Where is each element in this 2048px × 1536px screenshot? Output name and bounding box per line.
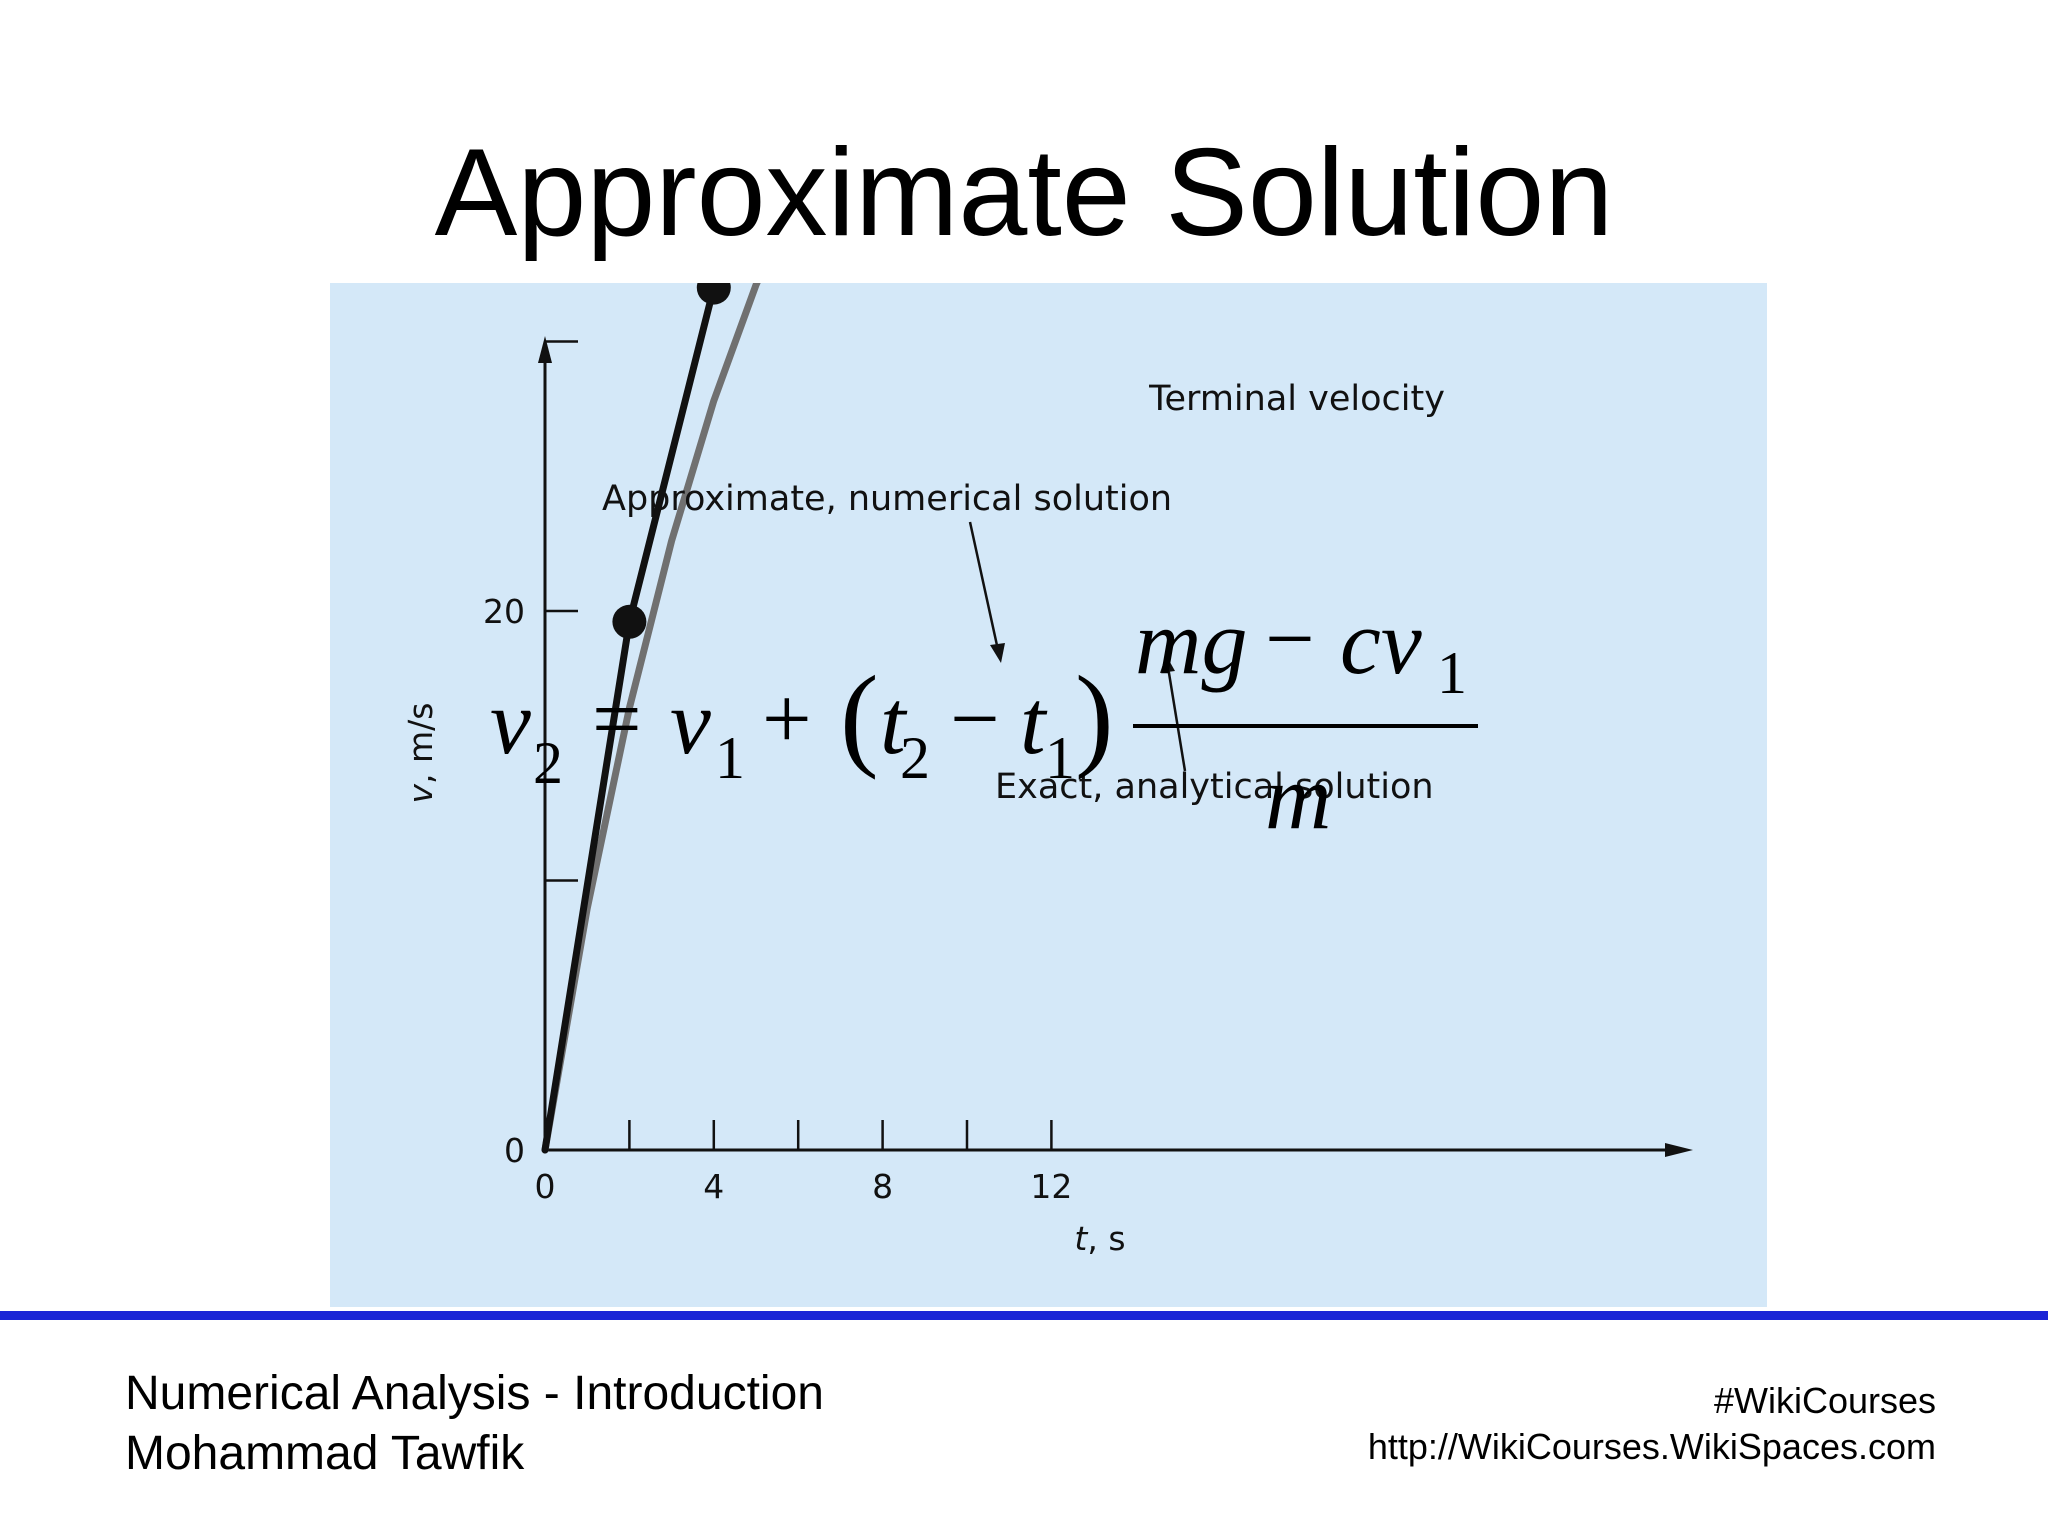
equation-v2: v [490,671,531,773]
equation-minus: − [950,671,1000,768]
equation-v2-subscript: 2 [533,730,563,796]
annotation-exact-solution: Exact, analytical solution [995,767,1434,807]
chart-background [330,283,1767,1307]
equation-denominator: m [1265,746,1331,848]
footer-hashtag: #WikiCourses [1713,1380,1936,1421]
y-axis-label: v, m/s [401,703,440,804]
numerical-solution-point [696,283,731,305]
numerical-solution-point [612,604,647,639]
equation-t1: t [1020,671,1048,773]
y-axis-arrowhead [538,336,552,363]
footer-course-title: Numerical Analysis - Introduction [125,1367,824,1420]
equation-v1: v [670,671,711,773]
equation-v1-subscript: 1 [715,725,745,791]
equation-equals: = [592,671,642,768]
equation-numerator-mg: mg [1135,591,1247,693]
equation-numerator-minus: − [1265,591,1315,688]
equation-left-paren: ( [840,653,879,781]
y-tick-label: 20 [483,592,525,631]
x-tick-label: 8 [872,1167,893,1206]
x-axis-arrowhead [1665,1143,1693,1157]
velocity-chart: 0481202040 Terminal velocity Approximate… [330,283,1767,1307]
equation-numerator-subscript: 1 [1437,640,1467,706]
annotation-approx-arrowhead [990,643,1005,663]
footer-author: Mohammad Tawfik [125,1427,525,1480]
equation-numerator-cv: cv [1340,591,1422,693]
footer-url[interactable]: http://WikiCourses.WikiSpaces.com [1367,1426,1936,1467]
equation-plus: + [762,671,812,768]
equation-overlay: v 2 = v 1 + ( t 2 − t 1 ) mg − cv 1 m [490,591,1478,848]
chart-series [541,283,761,1154]
numerical-solution-line [541,283,721,1154]
annotation-exact-arrowhead [1160,655,1175,673]
annotation-exact-arrow [1166,666,1187,772]
slide-title: Approximate Solution [434,124,1614,262]
analytical-solution-line [541,283,761,1154]
chart-axes: 0481202040 [483,336,1693,1206]
x-tick-label: 4 [703,1167,724,1206]
annotation-approximate-solution: Approximate, numerical solution [602,479,1172,519]
annotation-terminal-velocity: Terminal velocity [1148,379,1445,419]
x-tick-label: 0 [535,1167,556,1206]
chart-figure: 0481202040 Terminal velocity Approximate… [330,283,1767,1307]
annotation-approx-arrow [968,521,1000,651]
equation-t1-subscript: 1 [1045,725,1075,791]
x-axis-label: t, s [1074,1219,1125,1258]
equation-t2: t [880,671,908,773]
equation-right-paren: ) [1075,653,1114,781]
equation-t2-subscript: 2 [900,725,930,791]
y-tick-label: 0 [504,1131,525,1170]
footer-divider [0,1311,2048,1320]
x-tick-label: 12 [1030,1167,1072,1206]
